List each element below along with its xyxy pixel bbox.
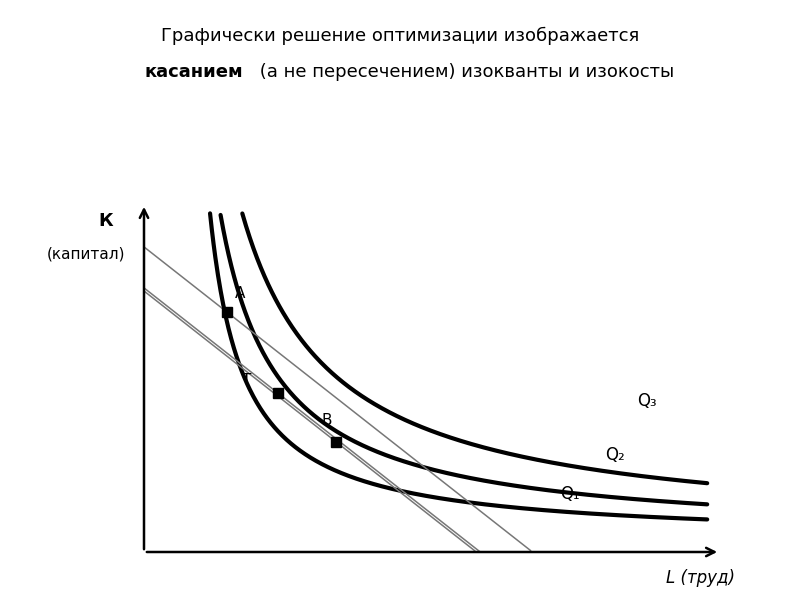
Text: A: A [235,286,245,301]
Text: Графически решение оптимизации изображается: Графически решение оптимизации изображае… [161,27,639,45]
Text: (а не пересечением) изокванты и изокосты: (а не пересечением) изокванты и изокосты [254,63,674,81]
Text: К: К [98,212,113,230]
Text: Q₃: Q₃ [637,392,657,410]
Text: Q₂: Q₂ [605,446,625,464]
Text: (капитал): (капитал) [47,247,126,262]
Text: касанием: касанием [144,63,242,81]
Text: Q₁: Q₁ [560,485,580,503]
Text: B: B [321,413,332,428]
Text: L (труд): L (труд) [666,569,735,587]
Text: T: T [242,373,251,388]
